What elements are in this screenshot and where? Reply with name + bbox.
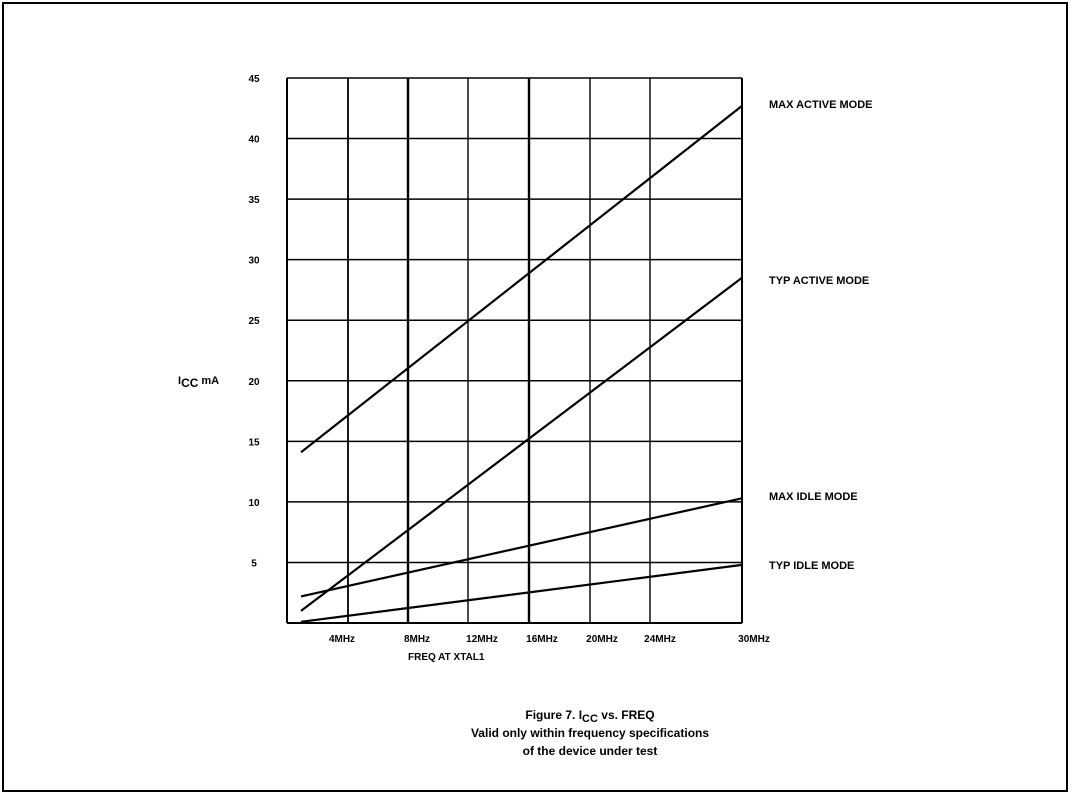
caption-title-prefix: Figure 7. I — [525, 708, 583, 722]
x-axis-label: FREQ AT XTAL1 — [408, 652, 485, 663]
chart-svg: 5 10 15 20 25 30 35 40 45 4MHz 8MHz 12MHz 16MHz 20MH… — [248, 74, 873, 663]
series-label: TYP ACTIVE MODE — [769, 275, 869, 287]
y-axis-label: ICC mA — [178, 373, 220, 390]
y-axis-label-unit: mA — [201, 375, 220, 387]
y-tick-label: 45 — [248, 74, 260, 85]
x-tick-label: 16MHz — [526, 634, 558, 645]
x-tick-label: 12MHz — [466, 634, 498, 645]
series-label: MAX ACTIVE MODE — [769, 99, 873, 111]
series-line — [300, 276, 743, 612]
x-tick-label: 4MHz — [329, 634, 355, 645]
y-tick-labels: 5 10 15 20 25 30 35 40 45 — [248, 74, 260, 569]
y-axis-label-main: I — [178, 375, 182, 387]
y-tick-label: 10 — [248, 498, 260, 509]
x-tick-label: 24MHz — [644, 634, 676, 645]
caption-title-suffix: vs. FREQ — [597, 708, 655, 722]
y-tick-label: 35 — [248, 195, 260, 206]
y-tick-label: 40 — [248, 135, 260, 146]
y-tick-label: 25 — [248, 316, 260, 327]
y-tick-label: 5 — [251, 558, 257, 569]
chart-axes — [286, 78, 743, 624]
series-label: TYP IDLE MODE — [769, 560, 854, 572]
caption-line-2: Valid only within frequency specificatio… — [470, 726, 710, 740]
x-tick-label: 8MHz — [404, 634, 430, 645]
series-line — [300, 563, 743, 623]
x-tick-label: 30MHz — [738, 634, 770, 645]
x-tick-label: 20MHz — [586, 634, 618, 645]
y-tick-label: 20 — [248, 377, 260, 388]
series-line — [300, 105, 743, 454]
caption-title: Figure 7. ICC vs. FREQ — [300, 708, 880, 725]
series-line — [300, 497, 743, 598]
series-label: MAX IDLE MODE — [769, 491, 858, 503]
y-tick-label: 15 — [248, 437, 260, 448]
series-labels: MAX ACTIVE MODE TYP ACTIVE MODE MAX IDLE M… — [769, 99, 873, 572]
y-tick-label: 30 — [248, 256, 260, 267]
caption-title-sub: CC — [582, 713, 598, 725]
series-lines — [300, 105, 743, 623]
caption-line-3: of the device under test — [522, 744, 658, 758]
x-tick-labels: 4MHz 8MHz 12MHz 16MHz 20MHz 24MHz 30MHz — [329, 634, 770, 645]
grid-horizontal — [287, 77, 742, 564]
y-axis-label-sub: CC — [181, 376, 199, 390]
